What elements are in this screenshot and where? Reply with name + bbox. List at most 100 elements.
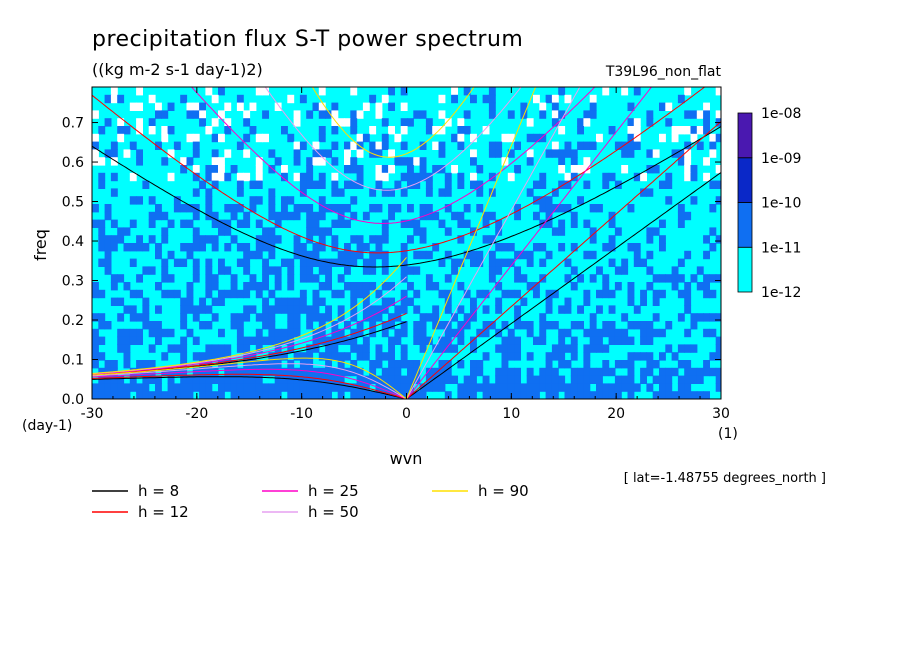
heat-cell bbox=[218, 165, 225, 174]
heat-cell bbox=[564, 328, 572, 338]
heat-cell bbox=[375, 352, 383, 361]
heat-cell bbox=[236, 321, 244, 330]
heat-cell bbox=[432, 126, 440, 135]
heat-cell bbox=[205, 344, 213, 353]
heat-cell bbox=[243, 305, 251, 314]
heat-cell bbox=[715, 313, 721, 322]
heat-cell bbox=[325, 266, 332, 275]
heat-cell bbox=[104, 321, 112, 330]
heat-cell bbox=[413, 289, 421, 299]
heat-cell bbox=[293, 352, 301, 361]
heat-cell bbox=[709, 149, 717, 158]
heat-cell bbox=[388, 297, 395, 306]
heat-cell bbox=[211, 243, 219, 252]
heat-cell bbox=[268, 313, 276, 322]
heat-cell bbox=[570, 282, 578, 291]
heat-cell bbox=[577, 196, 584, 205]
heat-cell bbox=[413, 328, 421, 338]
heat-cell bbox=[337, 258, 345, 267]
heat-cell bbox=[224, 367, 232, 377]
heat-cell bbox=[545, 391, 553, 399]
heat-cell bbox=[400, 118, 408, 127]
heat-cell bbox=[526, 321, 534, 330]
heat-cell bbox=[703, 110, 710, 119]
heat-cell bbox=[249, 126, 257, 135]
heat-cell bbox=[369, 360, 377, 369]
heat-cell bbox=[495, 367, 503, 377]
heat-cell bbox=[350, 250, 358, 260]
heat-cell bbox=[476, 250, 484, 260]
heat-cell bbox=[318, 258, 326, 267]
heat-cell bbox=[318, 110, 326, 119]
heat-cell bbox=[167, 102, 175, 111]
heat-cell bbox=[369, 235, 377, 244]
heat-cell bbox=[230, 367, 238, 377]
heat-cell bbox=[551, 110, 559, 119]
heat-cell bbox=[375, 110, 383, 119]
heat-cell bbox=[438, 188, 446, 197]
heat-cell bbox=[394, 336, 402, 345]
heat-cell bbox=[425, 336, 433, 345]
colorbar-label: 1e-08 bbox=[761, 106, 801, 122]
heat-cell bbox=[167, 391, 175, 399]
heat-cell bbox=[539, 110, 547, 119]
heat-cell bbox=[136, 149, 143, 158]
heat-cell bbox=[633, 118, 641, 127]
heat-cell bbox=[482, 328, 490, 338]
heat-cell bbox=[432, 211, 440, 221]
heat-cell bbox=[488, 172, 496, 182]
heat-cell bbox=[312, 227, 320, 236]
heat-cell bbox=[369, 141, 377, 150]
heat-cell bbox=[488, 102, 496, 111]
heat-cell bbox=[709, 141, 717, 150]
heat-cell bbox=[715, 274, 721, 283]
heat-cell bbox=[356, 235, 364, 244]
y-tick-label: 0.7 bbox=[62, 116, 84, 132]
heat-cell bbox=[488, 141, 496, 150]
x-unit-label: (1) bbox=[718, 426, 738, 442]
heat-cell bbox=[419, 250, 427, 260]
heat-cell bbox=[281, 258, 288, 267]
heat-cell bbox=[123, 383, 131, 392]
heat-cell bbox=[325, 391, 332, 399]
heat-cell bbox=[558, 204, 566, 213]
heat-cell bbox=[123, 360, 131, 369]
heat-cell bbox=[281, 383, 288, 392]
heat-cell bbox=[98, 172, 106, 182]
heat-cell bbox=[104, 266, 112, 275]
heat-cell bbox=[715, 235, 721, 244]
curve-ig-h90 bbox=[311, 87, 475, 158]
heat-cell bbox=[155, 375, 162, 384]
heat-cell bbox=[306, 367, 314, 377]
heat-cell bbox=[287, 367, 295, 377]
heat-cell bbox=[205, 87, 213, 96]
heat-cell bbox=[551, 289, 559, 299]
heat-cell bbox=[224, 118, 232, 127]
heat-cell bbox=[583, 375, 591, 384]
heat-cell bbox=[514, 336, 521, 345]
heat-cell bbox=[684, 297, 692, 306]
heat-cell bbox=[627, 367, 635, 377]
heat-cell bbox=[318, 367, 326, 377]
heat-cell bbox=[136, 328, 143, 338]
heat-cell bbox=[463, 204, 471, 213]
heat-cell bbox=[602, 282, 610, 291]
heat-cell bbox=[318, 227, 326, 236]
heat-cell bbox=[230, 289, 238, 299]
colorbar-label: 1e-09 bbox=[761, 151, 801, 167]
heat-cell bbox=[633, 258, 641, 267]
heat-cell bbox=[274, 344, 282, 353]
heat-cell bbox=[394, 367, 402, 377]
heat-cell bbox=[350, 336, 358, 345]
heat-cell bbox=[684, 126, 692, 135]
heat-cell bbox=[659, 219, 666, 228]
heat-cell bbox=[98, 180, 106, 189]
heat-cell bbox=[167, 172, 175, 182]
heat-cell bbox=[621, 165, 629, 174]
heat-cell bbox=[596, 289, 603, 299]
heat-cell bbox=[413, 250, 421, 260]
heat-cell bbox=[344, 165, 351, 174]
heat-cell bbox=[394, 157, 402, 166]
heat-cell bbox=[262, 87, 269, 96]
heat-cell bbox=[545, 219, 553, 228]
